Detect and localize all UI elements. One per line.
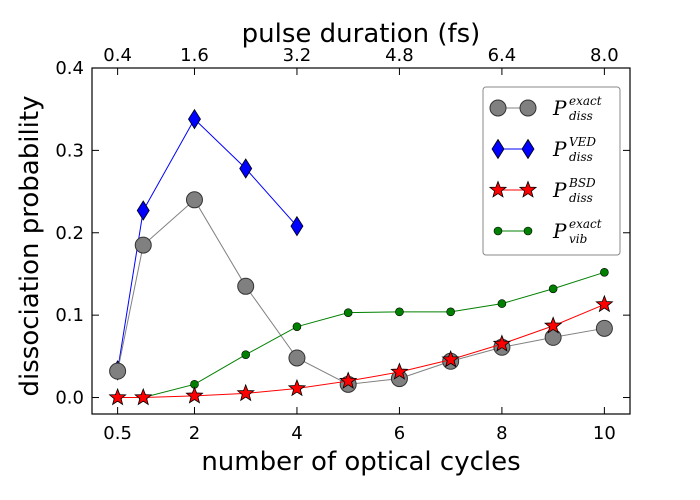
- legend-marker: [523, 226, 533, 236]
- legend-label-sub: diss: [569, 191, 593, 205]
- data-point: [548, 284, 558, 294]
- data-point: [544, 328, 562, 346]
- y-tick-label: 0.1: [55, 305, 84, 326]
- x-tick-label: 0.5: [103, 423, 132, 444]
- top-tick-label: 0.4: [103, 45, 132, 66]
- data-point: [237, 277, 255, 295]
- legend-label-main: P: [552, 96, 567, 120]
- data-point: [188, 108, 201, 130]
- y-tick-label: 0.0: [55, 388, 84, 409]
- plot-frame: [91, 67, 631, 415]
- data-point: [288, 349, 306, 367]
- legend-marker: [519, 99, 537, 117]
- x-tick-label: 4: [291, 423, 302, 444]
- legend-label-main: P: [552, 178, 567, 202]
- legend-marker: [488, 180, 508, 198]
- top-tick-label: 8.0: [590, 45, 619, 66]
- legend-label-sup: exact: [569, 217, 602, 231]
- x-tick-label: 8: [496, 423, 507, 444]
- legend-box: [482, 86, 621, 256]
- data-point: [395, 307, 404, 317]
- data-point: [287, 378, 307, 397]
- axis-ticks: 0.5 2 4 6 8 10 0.4 1.6 3.2 4.8 6.4 8.0 0.0 0.1 0.2 0.3 0…: [55, 45, 630, 444]
- data-point: [492, 334, 512, 352]
- data-point: [108, 387, 127, 406]
- data-point: [441, 349, 460, 368]
- data-point: [390, 362, 409, 380]
- data-point: [339, 371, 358, 389]
- x-tick-label: 10: [593, 423, 616, 444]
- legend-label-sup: VED: [569, 135, 596, 149]
- legend-label-main: P: [552, 219, 567, 243]
- legend-label-sub: diss: [569, 109, 593, 123]
- data-point: [109, 362, 127, 380]
- legend-marker: [489, 99, 507, 117]
- data-point: [239, 158, 253, 179]
- legend-marker: [493, 226, 503, 236]
- top-tick-label: 4.8: [385, 45, 414, 66]
- top-tick-label: 1.6: [180, 45, 209, 66]
- x-tick-label: 2: [189, 423, 200, 444]
- data-point: [136, 200, 150, 221]
- legend-marker: [518, 180, 538, 198]
- x-axis-title: number of optical cycles: [201, 447, 520, 477]
- data-point: [185, 386, 204, 404]
- y-tick-label: 0.4: [55, 58, 84, 79]
- legend-label-sub: vib: [569, 232, 587, 246]
- data-point: [343, 308, 353, 317]
- y-tick-label: 0.2: [55, 223, 84, 244]
- y-tick-label: 0.3: [55, 140, 84, 161]
- plot-series: [108, 108, 614, 406]
- data-point: [543, 316, 563, 334]
- data-point: [595, 319, 613, 337]
- data-point: [290, 215, 304, 237]
- legend-label-main: P: [552, 137, 567, 161]
- data-point: [185, 191, 203, 209]
- series-3: [113, 268, 609, 402]
- legend-marker: [491, 138, 505, 160]
- legend-label-sup: BSD: [568, 176, 596, 190]
- data-point: [595, 294, 614, 313]
- top-tick-label: 6.4: [488, 45, 517, 66]
- legend-label-sup: exact: [569, 94, 602, 108]
- y-axis-title: dissociation probability: [15, 96, 45, 397]
- data-point: [134, 236, 152, 254]
- x-tick-label: 6: [394, 423, 405, 444]
- data-point: [241, 350, 251, 359]
- data-point: [497, 299, 507, 308]
- legend-marker: [521, 138, 535, 160]
- data-point: [236, 383, 255, 402]
- top-axis-title: pulse duration (fs): [242, 19, 481, 49]
- data-point: [134, 387, 153, 406]
- legend-label-sub: diss: [569, 150, 593, 164]
- series-2: [108, 294, 614, 406]
- top-tick-label: 3.2: [283, 45, 312, 66]
- data-point: [292, 322, 302, 331]
- data-point: [446, 307, 455, 317]
- data-point: [600, 268, 609, 277]
